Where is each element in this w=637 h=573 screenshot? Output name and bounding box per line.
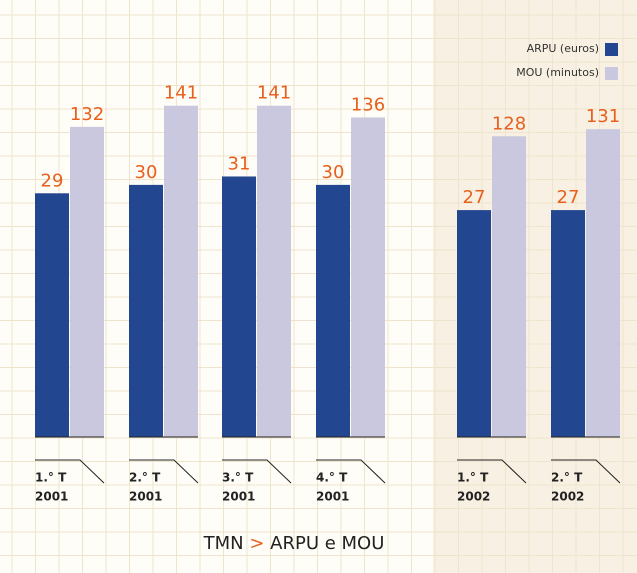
bar [257, 105, 291, 438]
legend-swatch [605, 67, 618, 80]
chart-title: TMN > ARPU e MOU [203, 533, 385, 554]
x-tick-label: 2.° T [551, 471, 583, 485]
category-divider [551, 459, 621, 484]
category-divider [457, 459, 527, 484]
value-label: 128 [492, 113, 526, 134]
x-tick-label: 2001 [222, 490, 255, 504]
value-label: 141 [257, 83, 291, 104]
value-label: 131 [586, 106, 620, 127]
bar [551, 210, 585, 437]
x-tick-label: 2002 [551, 490, 584, 504]
legend-label: MOU (minutos) [516, 66, 599, 79]
value-label: 27 [463, 187, 486, 208]
category-divider [222, 459, 292, 484]
bar [222, 176, 256, 437]
x-tick-label: 2001 [35, 490, 68, 504]
x-tick-label: 1.° T [457, 471, 489, 485]
x-tick-label: 2001 [129, 490, 162, 504]
x-tick-label: 2.° T [129, 471, 161, 485]
legend-label: ARPU (euros) [527, 42, 599, 55]
x-tick-label: 4.° T [316, 471, 348, 485]
x-tick-label: 2002 [457, 490, 490, 504]
x-tick-label: 2001 [316, 490, 349, 504]
bar [586, 129, 620, 437]
bar [457, 210, 491, 437]
value-label: 141 [164, 83, 198, 104]
value-label: 30 [322, 162, 345, 183]
bar [351, 117, 385, 438]
value-label: 31 [228, 153, 251, 174]
category-divider [35, 459, 105, 484]
bar [129, 184, 163, 437]
value-label: 27 [557, 187, 580, 208]
value-label: 30 [135, 162, 158, 183]
bar [164, 105, 198, 438]
bar [316, 184, 350, 437]
legend-swatch [605, 43, 618, 56]
category-divider [316, 459, 386, 484]
bar [35, 193, 69, 437]
bar [70, 126, 104, 437]
bar [492, 136, 526, 438]
value-label: 132 [70, 104, 104, 125]
value-label: 29 [41, 170, 64, 191]
category-divider [129, 459, 199, 484]
value-label: 136 [351, 94, 385, 115]
x-tick-label: 3.° T [222, 471, 254, 485]
x-tick-label: 1.° T [35, 471, 67, 485]
